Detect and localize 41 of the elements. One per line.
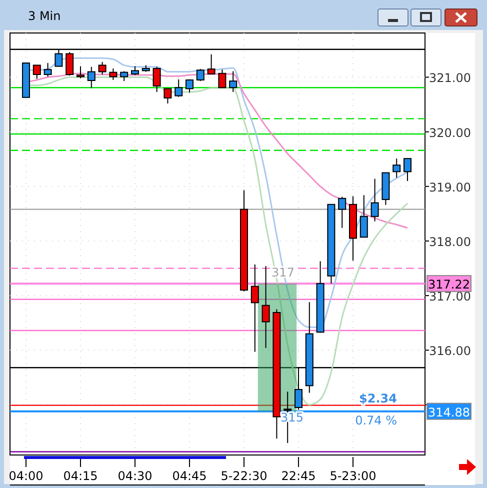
candlestick [109, 68, 118, 80]
candlestick [32, 64, 41, 80]
x-tick-label: 5-22:30 [220, 469, 268, 483]
candlestick [186, 78, 194, 94]
candlestick [87, 66, 96, 89]
x-tick-label: 22:45 [281, 469, 316, 483]
candlestick [152, 66, 161, 92]
annotation: $2.34 [359, 391, 397, 406]
y-tick-label: 320.00 [429, 126, 471, 140]
x-tick-label: 04:00 [8, 469, 44, 483]
ref-line-label: 314.88 [428, 405, 470, 420]
y-tick-label: 317.00 [429, 290, 471, 304]
candlestick [174, 78, 183, 98]
candlestick [370, 178, 379, 222]
candlestick [229, 70, 238, 92]
candlestick [360, 194, 368, 238]
candlestick [218, 69, 226, 88]
candlestick [392, 158, 401, 178]
candlestick [98, 61, 106, 75]
annotation: 0.74 % [355, 413, 397, 428]
y-tick-label: 318.00 [429, 234, 471, 249]
candlestick [196, 68, 204, 82]
candlestick [164, 88, 172, 104]
x-tick-label: 04:45 [172, 469, 207, 483]
y-tick-label: 321.00 [429, 71, 471, 86]
candlestick [66, 52, 74, 76]
candlestick [404, 158, 412, 182]
candlestick [120, 70, 128, 82]
y-tick-label: 316.00 [429, 344, 471, 358]
x-tick-label: 04:30 [118, 469, 152, 483]
x-tick-label: 5-23:00 [330, 469, 376, 483]
chart-title: 3 Min [28, 9, 61, 23]
candlestick [262, 266, 270, 348]
ref-line-label: 317.22 [428, 278, 470, 292]
x-tick-label: 04:15 [63, 469, 98, 483]
candlestick [76, 66, 84, 79]
y-tick-label: 319.00 [429, 180, 471, 194]
candlestick [207, 54, 216, 74]
candlestick [250, 264, 259, 352]
candlestick [338, 196, 346, 228]
candlestick [44, 62, 52, 78]
